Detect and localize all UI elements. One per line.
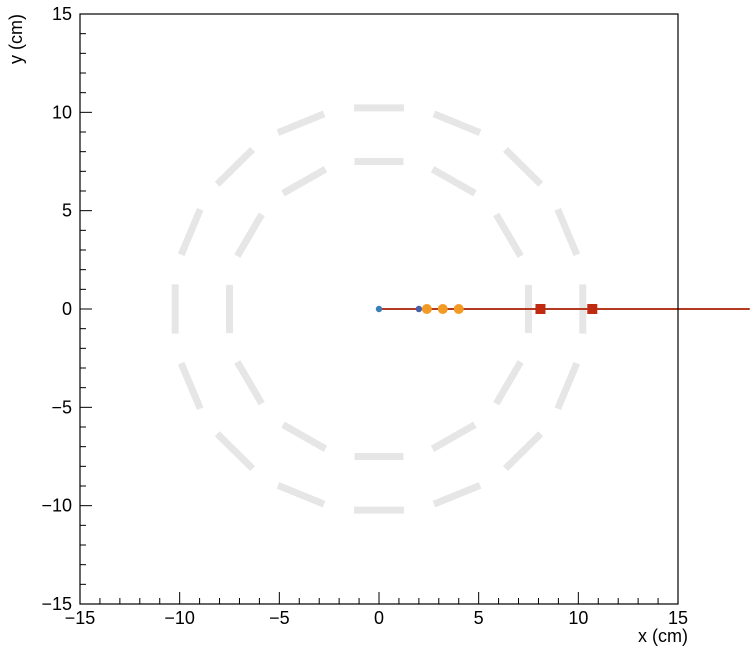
ring-0-segment [281,421,328,452]
ring-1-segment [432,110,482,136]
ring-0-segment [234,212,265,258]
axis-ticks [79,13,679,605]
ring-0-segment [493,360,524,406]
ring-1-segment [503,431,544,472]
ring-1-segment [432,482,482,508]
ring-0-segment [234,360,265,406]
ring-1-segment [214,431,255,472]
y-tick-label: 0 [62,299,72,319]
vertex-marker [375,305,383,313]
hit-circle-marker [421,304,432,314]
x-tick-label: −15 [65,608,96,628]
ring-1-segment [554,207,581,257]
vertex-marker [415,305,423,313]
ring-1-segment [177,361,204,411]
x-tick-label: 5 [474,608,484,628]
ring-1-segment [276,110,326,136]
hit-square-marker [587,304,598,314]
hit-circle-marker [437,304,448,314]
ring-1-segment [503,146,544,187]
y-tick-label: −15 [41,594,72,614]
axis-tick-labels: −15 −10 −5 0 5 10 15 −15 −10 −5 0 5 10 15 [41,4,688,628]
y-tick-label: 15 [52,4,72,24]
ring-0-segment [493,212,524,258]
data-points [375,304,598,314]
y-tick-label: 10 [52,102,72,122]
x-tick-label: 0 [374,608,384,628]
ring-1-segment [554,361,581,411]
y-tick-label: −10 [41,496,72,516]
hit-circle-marker [453,304,464,314]
y-tick-label: −5 [51,397,72,417]
x-tick-label: −10 [164,608,195,628]
x-tick-label: −5 [269,608,290,628]
ring-1-segment [276,482,326,508]
y-axis-label: y (cm) [6,14,26,64]
ring-1-segment [177,207,204,257]
ring-0-segment [430,166,477,197]
x-tick-label: 15 [668,608,688,628]
x-axis-label: x (cm) [638,626,688,646]
hit-square-marker [535,304,546,314]
ring-0-segment [430,421,477,452]
ring-0-segment [281,166,328,197]
x-tick-label: 10 [568,608,588,628]
ring-1-segment [214,146,255,187]
y-tick-label: 5 [62,201,72,221]
